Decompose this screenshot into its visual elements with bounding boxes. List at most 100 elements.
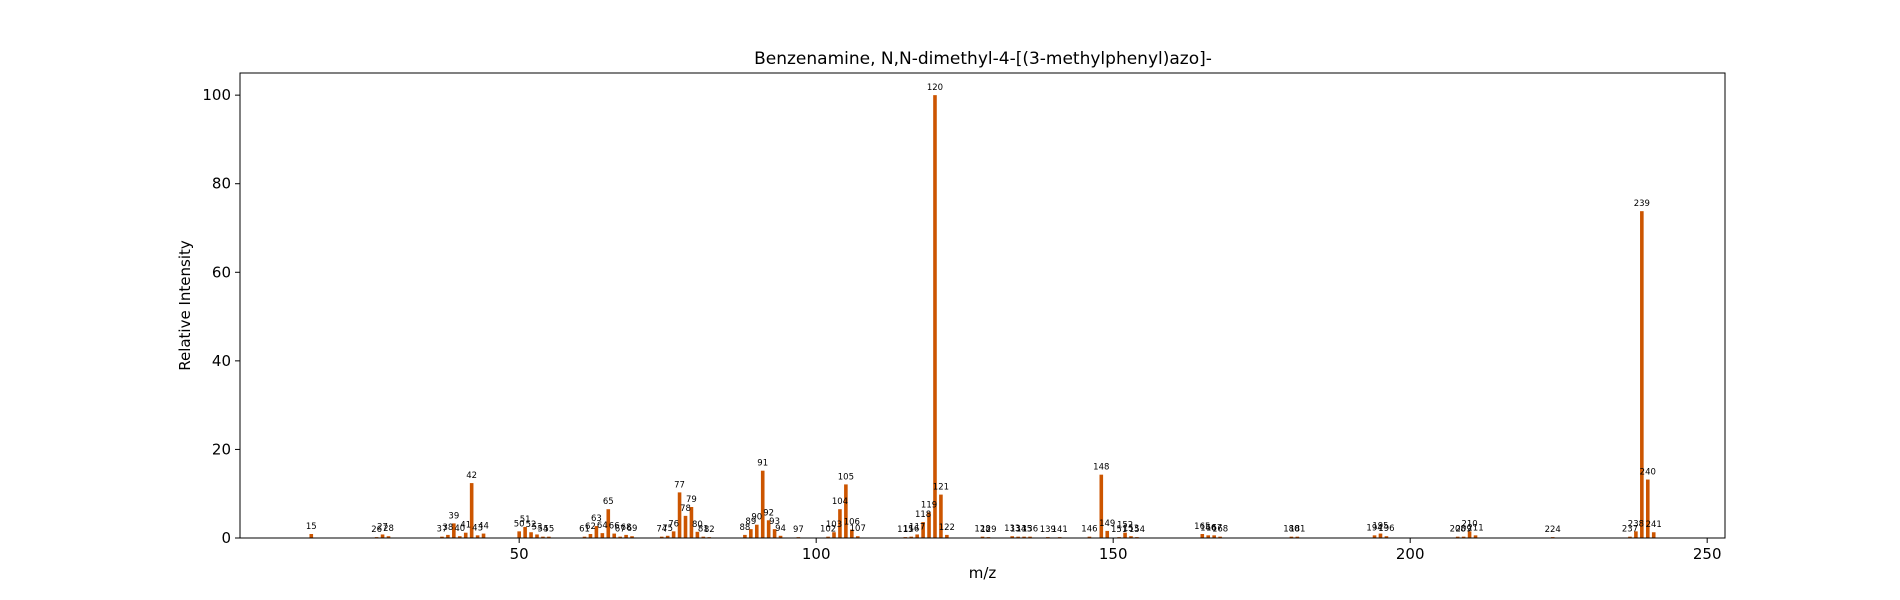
peak-bar-165 — [1200, 534, 1205, 538]
peak-bar-166 — [1206, 535, 1211, 538]
peak-bar-106 — [850, 529, 854, 538]
peak-bar-63 — [594, 526, 599, 538]
peak-label-26: 26 — [371, 525, 382, 535]
peak-bar-93 — [772, 529, 777, 538]
peak-label-76: 76 — [668, 519, 679, 529]
peak-label-116: 116 — [903, 525, 919, 535]
peak-bar-117 — [915, 534, 919, 538]
peak-bar-80 — [695, 531, 700, 538]
peak-bar-181 — [1295, 536, 1300, 538]
peak-bar-77 — [677, 492, 682, 538]
peak-bar-103 — [832, 532, 836, 538]
plot-frame — [239, 72, 1726, 539]
x-tick-label-150: 150 — [1099, 545, 1128, 563]
peak-label-237: 237 — [1622, 525, 1638, 535]
peak-bar-121 — [939, 494, 943, 538]
peak-label-148: 148 — [1093, 463, 1109, 473]
peak-label-196: 196 — [1378, 524, 1394, 534]
x-tick-label-250: 250 — [1693, 545, 1722, 563]
peak-label-93: 93 — [769, 517, 780, 527]
x-tick-label-50: 50 — [510, 545, 529, 563]
peak-bar-75 — [665, 535, 670, 538]
peak-label-92: 92 — [763, 508, 774, 518]
peak-label-89: 89 — [745, 517, 756, 527]
peak-bar-208 — [1455, 536, 1460, 538]
peak-bar-168 — [1218, 536, 1222, 538]
peak-label-79: 79 — [686, 495, 697, 505]
peak-label-139: 139 — [1040, 525, 1056, 535]
peak-bar-76 — [671, 531, 676, 538]
peak-bar-133 — [1010, 536, 1014, 538]
peak-bar-105 — [844, 484, 848, 538]
peak-bar-52 — [529, 532, 533, 538]
x-axis: 50 100 150 200 250 — [510, 538, 1722, 563]
peak-label-61: 61 — [579, 525, 590, 535]
peak-label-120: 120 — [927, 83, 943, 93]
y-tick-label-100: 100 — [202, 86, 231, 104]
peak-label-133: 133 — [1004, 524, 1020, 534]
peak-bar-104 — [838, 509, 842, 538]
peak-label-122: 122 — [939, 523, 955, 533]
peak-label-128: 128 — [974, 525, 990, 535]
peak-label-104: 104 — [832, 497, 848, 507]
x-axis-title: m/z — [969, 564, 997, 582]
peak-label-146: 146 — [1081, 525, 1097, 535]
peak-bar-107 — [855, 536, 860, 538]
peak-label-51: 51 — [520, 515, 531, 525]
bars-group — [309, 95, 1656, 539]
y-tick-label-0: 0 — [221, 529, 231, 547]
peak-label-134: 134 — [1010, 525, 1026, 535]
peak-bar-79 — [689, 507, 694, 538]
peak-label-68: 68 — [621, 523, 632, 533]
y-axis: 0 20 40 60 80 100 — [202, 86, 240, 547]
y-tick-label-60: 60 — [212, 263, 231, 281]
peak-bar-37 — [440, 536, 444, 538]
peak-bar-53 — [535, 534, 539, 538]
peak-label-88: 88 — [739, 523, 750, 533]
peak-bar-240 — [1645, 479, 1650, 538]
peak-label-166: 166 — [1200, 523, 1216, 533]
peak-bar-241 — [1651, 532, 1656, 538]
peak-label-194: 194 — [1366, 523, 1382, 533]
peak-bar-146 — [1087, 536, 1092, 538]
peak-label-238: 238 — [1628, 519, 1644, 529]
peak-bar-118 — [921, 522, 925, 538]
peak-label-90: 90 — [751, 513, 762, 523]
peak-label-209: 209 — [1456, 525, 1472, 535]
peak-label-168: 168 — [1212, 525, 1228, 535]
peak-label-195: 195 — [1372, 522, 1388, 532]
peak-bar-92 — [766, 520, 771, 538]
peak-bar-136 — [1028, 536, 1032, 538]
peak-label-136: 136 — [1022, 525, 1038, 535]
peak-bar-28 — [386, 536, 391, 538]
peak-label-38: 38 — [442, 523, 453, 533]
peak-bar-61 — [582, 536, 587, 538]
peak-bar-89 — [749, 529, 753, 538]
peak-label-55: 55 — [543, 525, 554, 535]
peak-bar-94 — [778, 535, 783, 538]
peak-bar-153 — [1129, 536, 1133, 538]
peak-bar-54 — [541, 536, 545, 538]
peak-bar-55 — [547, 536, 551, 538]
peak-label-37: 37 — [437, 525, 448, 535]
peak-bar-120 — [933, 95, 937, 538]
peak-label-69: 69 — [627, 524, 638, 534]
peak-label-82: 82 — [704, 525, 715, 535]
peak-label-181: 181 — [1289, 525, 1305, 535]
peak-bar-91 — [760, 470, 765, 538]
peak-label-66: 66 — [609, 522, 620, 532]
peak-label-67: 67 — [615, 525, 626, 535]
peak-label-167: 167 — [1206, 523, 1222, 533]
peak-label-15: 15 — [306, 522, 317, 532]
peak-label-94: 94 — [775, 524, 786, 534]
peak-label-121: 121 — [933, 483, 949, 493]
x-tick-label-100: 100 — [802, 545, 831, 563]
peak-label-240: 240 — [1640, 468, 1656, 478]
peak-bar-116 — [909, 536, 914, 538]
peak-bar-43 — [475, 535, 480, 538]
peak-label-106: 106 — [844, 518, 860, 528]
peak-bar-38 — [446, 534, 450, 538]
peak-bar-65 — [606, 509, 611, 538]
peak-label-154: 154 — [1129, 525, 1145, 535]
